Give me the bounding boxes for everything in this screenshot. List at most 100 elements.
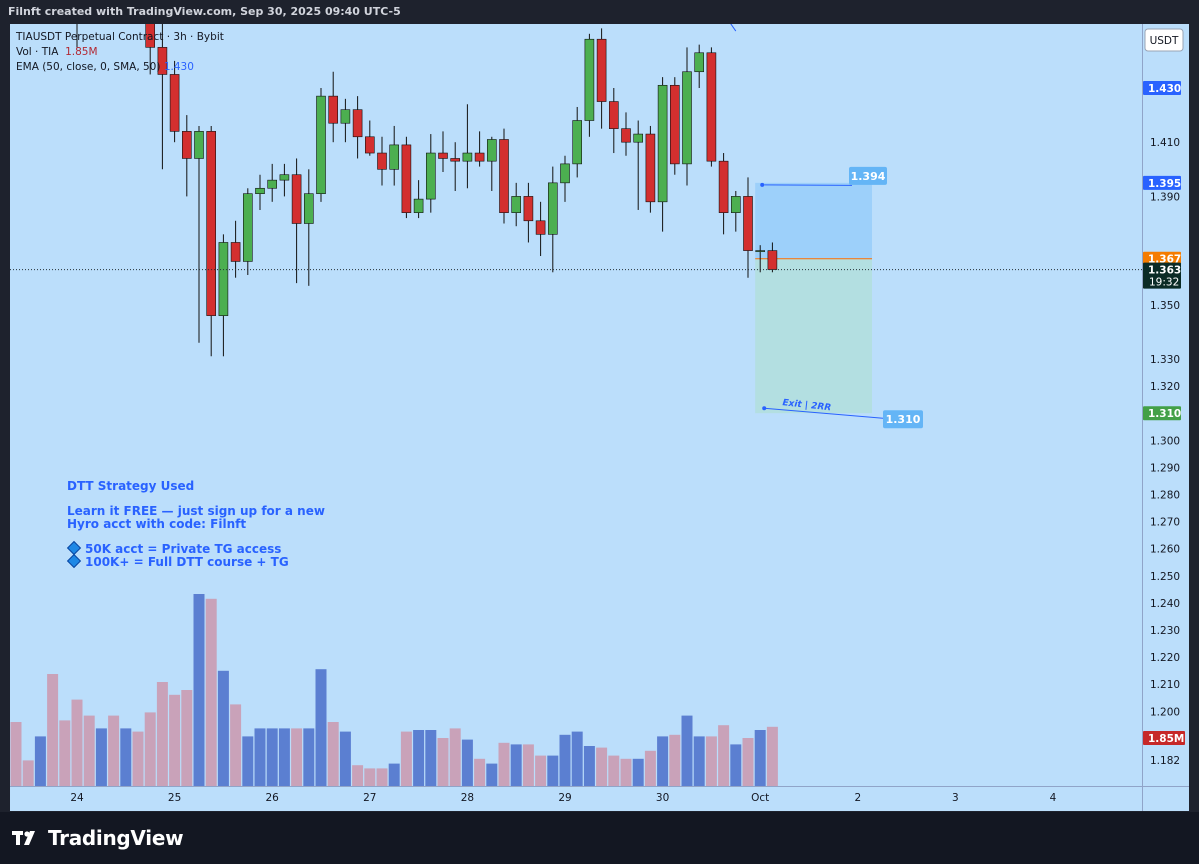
- volume-bar: [620, 758, 632, 786]
- volume-bar: [95, 728, 107, 786]
- candle-body: [243, 193, 253, 262]
- volume-bar: [144, 712, 156, 786]
- stop-price-label: 1.394: [849, 166, 887, 185]
- volume-bar: [10, 722, 22, 786]
- volume-bar: [632, 758, 644, 786]
- candle-body: [535, 220, 546, 235]
- candle-body: [743, 196, 753, 251]
- ema-price-badge: 1.430: [1143, 81, 1181, 95]
- candle-body: [730, 196, 741, 213]
- ema-value: 1.430: [163, 61, 194, 73]
- y-tick-label: 1.280: [1150, 490, 1180, 502]
- candle-body: [511, 196, 522, 213]
- volume-bar: [535, 755, 547, 786]
- candle-body: [767, 250, 778, 270]
- price-scale-background: [1142, 24, 1189, 786]
- y-tick-label: 1.182: [1150, 755, 1180, 767]
- candle-body: [584, 38, 595, 121]
- note-line-1: DTT Strategy Used: [67, 479, 195, 493]
- chart-attribution: Filnft created with TradingView.com, Sep…: [8, 5, 401, 18]
- x-tick-label: 24: [70, 792, 84, 804]
- volume-bar: [169, 694, 181, 786]
- volume-bar: [596, 747, 608, 786]
- x-tick-label: 4: [1050, 792, 1057, 804]
- candle-body: [145, 24, 155, 48]
- candle-body: [377, 152, 387, 170]
- volume-bar: [47, 674, 59, 786]
- tradingview-logo[interactable]: TradingView: [12, 826, 184, 850]
- volume-bar: [425, 730, 437, 786]
- candle-body: [316, 95, 326, 194]
- candle-body: [682, 71, 692, 165]
- candle-body: [303, 193, 314, 224]
- candle-body: [621, 128, 631, 143]
- target-label-connector: [764, 407, 884, 419]
- volume-bar: [730, 744, 742, 786]
- candle-body: [669, 84, 680, 165]
- volume-bar: [766, 726, 778, 786]
- volume-bar: [193, 594, 205, 786]
- y-tick-label: 1.320: [1150, 381, 1180, 393]
- volume-bar: [254, 728, 266, 786]
- volume-bar: [278, 728, 290, 786]
- target-anchor-point: [762, 406, 767, 411]
- volume-bar: [437, 738, 449, 786]
- volume-bar: [242, 736, 254, 786]
- candle-body: [413, 198, 424, 213]
- y-tick-label: 1.240: [1150, 598, 1180, 610]
- candle-body: [279, 174, 290, 181]
- volume-bar: [510, 744, 522, 786]
- candle-body: [608, 101, 619, 129]
- target-price-badge-value: 1.310: [1148, 408, 1181, 420]
- candle-body: [206, 131, 216, 316]
- volume-bar: [498, 742, 510, 786]
- candle-body: [718, 160, 729, 213]
- candle-body: [182, 131, 192, 159]
- symbol-legend[interactable]: TIAUSDT Perpetual Contract · 3h · Bybit: [16, 31, 224, 43]
- candle-body: [352, 109, 363, 138]
- volume-legend[interactable]: Vol · TIA 1.85M: [16, 46, 98, 58]
- volume-bar: [754, 730, 766, 786]
- x-tick-label: 2: [854, 792, 861, 804]
- candle-body: [291, 174, 302, 224]
- last-price-badge-countdown: 19:32: [1149, 277, 1179, 289]
- tradingview-logo-icon: [12, 831, 35, 845]
- target-zone: [755, 258, 872, 414]
- strategy-note[interactable]: DTT Strategy Used Learn it FREE — just s…: [66, 479, 325, 569]
- y-tick-label: 1.410: [1150, 137, 1180, 149]
- volume-bar: [291, 728, 303, 786]
- volume-bar: [71, 699, 83, 786]
- x-tick-label: 30: [656, 792, 669, 804]
- volume-label: Vol · TIA: [16, 46, 59, 58]
- volume-bar: [388, 763, 400, 786]
- currency-button[interactable]: USDT: [1144, 28, 1184, 52]
- candle-body: [389, 144, 400, 170]
- x-tick-label: 25: [168, 792, 181, 804]
- stop-price-value: 1.394: [851, 170, 886, 183]
- stop-price-badge-value: 1.395: [1148, 178, 1181, 190]
- symbol-label: TIAUSDT Perpetual Contract · 3h · Bybit: [16, 31, 224, 43]
- x-tick-label: Oct: [751, 792, 769, 804]
- volume-bar: [583, 746, 595, 786]
- ema-legend[interactable]: EMA (50, close, 0, SMA, 50) 1.430: [16, 61, 194, 73]
- volume-bar: [608, 755, 620, 786]
- diamond-icon: [66, 553, 82, 569]
- tradingview-logo-text: TradingView: [48, 826, 184, 850]
- note-line-5: 100K+ = Full DTT course + TG: [85, 555, 289, 569]
- top-bar: Filnft created with TradingView.com, Sep…: [0, 0, 1199, 24]
- volume-value: 1.85M: [65, 46, 98, 58]
- ema-price-badge-value: 1.430: [1148, 83, 1181, 95]
- ema-label: EMA (50, close, 0, SMA, 50): [16, 61, 161, 73]
- y-tick-label: 1.300: [1150, 435, 1180, 447]
- y-tick-label: 1.230: [1150, 625, 1180, 637]
- volume-bar: [705, 736, 717, 786]
- volume-bar: [34, 736, 46, 786]
- y-tick-label: 1.200: [1150, 706, 1180, 718]
- volume-bar: [59, 720, 71, 786]
- volume-bar: [230, 704, 242, 786]
- volume-bar: [474, 758, 486, 786]
- target-price-value: 1.310: [886, 413, 921, 426]
- volume-bar: [315, 669, 327, 786]
